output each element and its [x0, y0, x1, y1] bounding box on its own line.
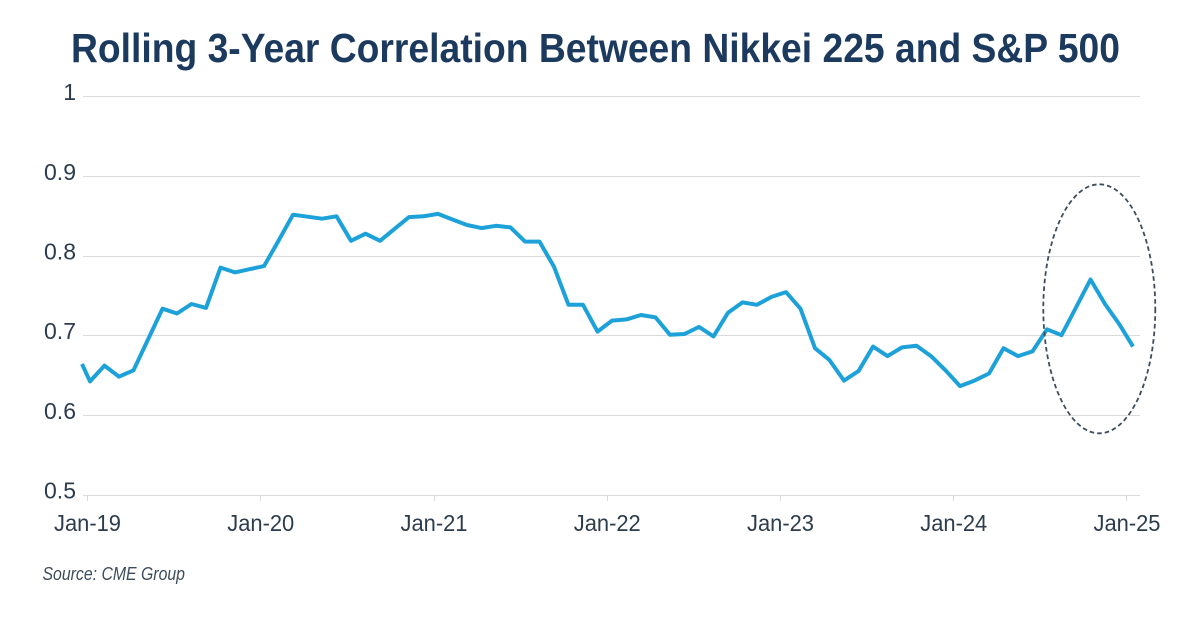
svg-text:Jan-22: Jan-22 — [574, 510, 641, 536]
svg-text:0.6: 0.6 — [44, 398, 76, 424]
svg-text:0.7: 0.7 — [44, 318, 76, 344]
svg-text:Jan-19: Jan-19 — [54, 510, 121, 536]
svg-text:0.8: 0.8 — [44, 239, 76, 265]
svg-text:Rolling 3-Year Correlation Bet: Rolling 3-Year Correlation Between Nikke… — [71, 25, 1120, 71]
svg-text:Jan-24: Jan-24 — [920, 510, 987, 536]
svg-text:Jan-21: Jan-21 — [401, 510, 468, 536]
svg-text:Jan-25: Jan-25 — [1094, 510, 1161, 536]
svg-text:Jan-23: Jan-23 — [747, 510, 814, 536]
svg-text:1: 1 — [63, 79, 76, 105]
svg-text:Source: CME Group: Source: CME Group — [43, 563, 186, 584]
svg-text:Jan-20: Jan-20 — [227, 510, 294, 536]
svg-text:0.5: 0.5 — [44, 478, 76, 504]
svg-text:0.9: 0.9 — [44, 159, 76, 185]
